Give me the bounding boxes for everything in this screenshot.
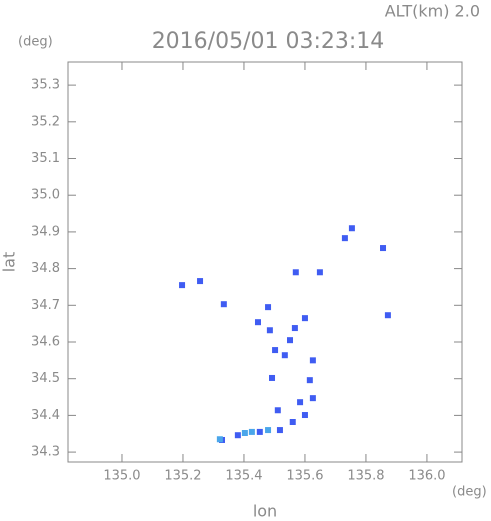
y-tick-label: 34.7 <box>31 298 60 313</box>
x-unit: (deg) <box>452 485 487 500</box>
echo-cell <box>274 407 281 414</box>
echo-cell <box>316 269 323 276</box>
x-tick-label: 135.0 <box>103 469 140 484</box>
echo-cell <box>276 427 283 434</box>
y-tick-label: 34.5 <box>31 371 60 386</box>
echo-cell <box>384 312 391 319</box>
x-axis-label: lon <box>253 502 277 521</box>
x-tick-label: 135.6 <box>286 469 323 484</box>
echo-cell <box>287 337 294 344</box>
echo-cell <box>254 319 261 326</box>
echo-cell <box>341 235 348 242</box>
echo-cell <box>265 427 272 434</box>
echo-cell <box>241 430 248 437</box>
y-tick-label: 35.2 <box>31 114 60 129</box>
y-tick-label: 34.8 <box>31 261 60 276</box>
echo-cell <box>309 395 316 402</box>
echo-cell <box>179 282 186 289</box>
echo-cell <box>256 428 263 435</box>
echo-cell <box>220 301 227 308</box>
echo-cell <box>265 304 272 311</box>
echo-cell <box>348 225 355 232</box>
plot-frame <box>67 61 463 463</box>
x-tick-label: 135.8 <box>347 469 384 484</box>
echo-cell <box>234 432 241 439</box>
chart-title: 2016/05/01 03:23:14 <box>152 29 385 54</box>
x-tick-label: 135.2 <box>164 469 201 484</box>
y-tick-label: 34.3 <box>31 445 60 460</box>
echo-cell <box>309 357 316 364</box>
echo-cell <box>292 269 299 276</box>
x-tick-label: 136.0 <box>408 469 445 484</box>
echo-cell <box>281 352 288 359</box>
y-tick-label: 35.3 <box>31 78 60 93</box>
echo-cell <box>266 327 273 334</box>
y-tick-label: 34.6 <box>31 335 60 350</box>
echo-cell <box>248 428 255 435</box>
echo-cell <box>301 315 308 322</box>
echo-cell <box>272 347 279 354</box>
y-tick-label: 34.9 <box>31 224 60 239</box>
y-unit: (deg) <box>18 35 53 50</box>
echo-cell <box>216 436 223 443</box>
echo-cell <box>289 419 296 425</box>
echo-cell <box>291 325 298 332</box>
echo-cell <box>306 377 313 384</box>
y-tick-label: 35.1 <box>31 151 60 166</box>
x-tick-label: 135.4 <box>225 469 262 484</box>
echo-cell <box>380 245 387 252</box>
echo-cell <box>301 412 308 419</box>
y-tick-label: 34.4 <box>31 408 60 423</box>
echo-cell <box>269 374 276 381</box>
echo-cell <box>297 399 304 406</box>
y-tick-label: 35.0 <box>31 188 60 203</box>
echo-cell <box>197 278 204 285</box>
y-axis-label: lat <box>0 252 19 273</box>
altitude-label: ALT(km) 2.0 <box>385 2 480 21</box>
